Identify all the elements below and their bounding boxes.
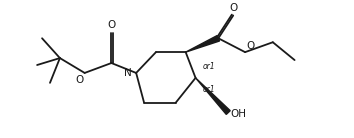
- Text: O: O: [75, 75, 84, 85]
- Polygon shape: [195, 78, 230, 114]
- Text: N: N: [124, 68, 132, 78]
- Text: OH: OH: [231, 109, 247, 119]
- Text: O: O: [246, 41, 255, 51]
- Polygon shape: [185, 36, 219, 52]
- Text: or1: or1: [202, 85, 215, 94]
- Text: or1: or1: [202, 63, 215, 71]
- Text: O: O: [229, 2, 237, 13]
- Text: O: O: [107, 20, 115, 30]
